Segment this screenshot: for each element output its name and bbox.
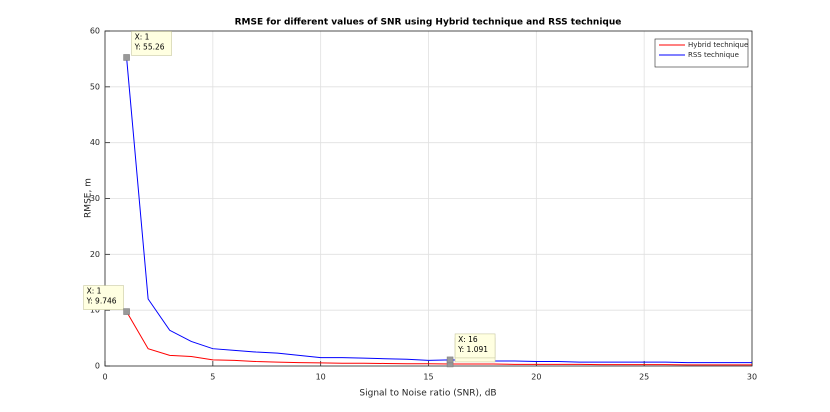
y-tick-label: 20: [90, 250, 100, 259]
datatip-text: Y: 1.091: [457, 345, 488, 354]
series-line: [126, 311, 752, 366]
x-tick-label: 15: [423, 373, 433, 382]
y-tick-label: 0: [95, 362, 100, 371]
datatip-text: Y: 9.746: [86, 297, 117, 306]
datatip: X: 1Y: 9.746: [83, 285, 130, 315]
x-tick-label: 10: [316, 373, 326, 382]
datatip-text: X: 16: [458, 335, 478, 344]
legend-label: RSS technique: [688, 51, 739, 59]
x-tick-label: 25: [639, 373, 649, 382]
plot-frame: [104, 30, 753, 367]
datatip-marker: [123, 54, 130, 61]
legend-box: [654, 38, 749, 68]
datatip-box: [83, 285, 124, 310]
y-tick-label: 30: [90, 194, 100, 203]
chart-title: RMSE for different values of SNR using H…: [235, 18, 622, 28]
datatip-marker: [123, 308, 130, 315]
datatip-text: Y: 55.26: [134, 42, 165, 51]
datatip: X: 16Y: 1.091: [446, 333, 496, 364]
y-tick-label: 40: [90, 138, 100, 147]
y-tick-label: 60: [90, 27, 100, 36]
datatip-box: [131, 31, 172, 56]
datatip-text: X: 1: [135, 32, 150, 41]
x-tick-label: 30: [747, 373, 757, 382]
y-tick-label: 10: [90, 306, 100, 315]
datatip-box: [454, 333, 496, 359]
series-line: [126, 57, 752, 364]
datatip: X: 1Y: 55.26: [123, 31, 172, 61]
y-tick-label: 50: [90, 82, 100, 91]
datatip-marker: [446, 356, 454, 364]
x-axis-label: Signal to Noise ratio (SNR), dB: [359, 389, 496, 399]
x-tick-label: 5: [210, 373, 215, 382]
datatip-text: X: 1: [87, 287, 102, 296]
legend-label: Hybrid technique: [688, 41, 748, 49]
x-tick-label: 20: [531, 373, 541, 382]
x-tick-label: 0: [102, 373, 107, 382]
y-axis-label: RMSE, m: [84, 178, 94, 218]
